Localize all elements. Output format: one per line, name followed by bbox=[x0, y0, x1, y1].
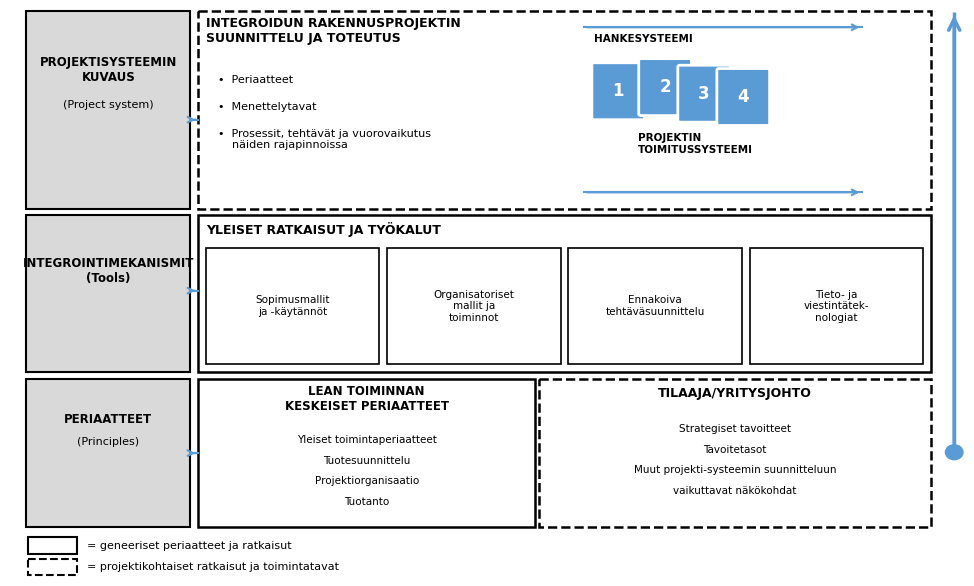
Text: Sopimusmallit
ja -käytännöt: Sopimusmallit ja -käytännöt bbox=[255, 295, 330, 317]
Text: 1: 1 bbox=[613, 82, 624, 100]
Bar bbox=[750, 248, 923, 364]
Text: Organisatoriset
mallit ja
toiminnot: Organisatoriset mallit ja toiminnot bbox=[433, 289, 514, 323]
FancyBboxPatch shape bbox=[717, 69, 769, 125]
Text: Tavoitetasot: Tavoitetasot bbox=[703, 445, 767, 455]
FancyBboxPatch shape bbox=[678, 65, 730, 122]
Text: PROJEKTISYSTEEMIN
KUVAUS: PROJEKTISYSTEEMIN KUVAUS bbox=[40, 56, 177, 84]
Bar bbox=[569, 248, 742, 364]
Text: Projektiorganisaatio: Projektiorganisaatio bbox=[315, 476, 419, 486]
Bar bbox=[199, 11, 931, 209]
Text: 3: 3 bbox=[698, 85, 710, 103]
Text: Tuotanto: Tuotanto bbox=[344, 497, 390, 507]
Text: HANKESYSTEEMI: HANKESYSTEEMI bbox=[594, 34, 693, 44]
Text: •  Prosessit, tehtävät ja vuorovaikutus
    näiden rajapinnoissa: • Prosessit, tehtävät ja vuorovaikutus n… bbox=[218, 129, 431, 151]
Bar bbox=[26, 11, 191, 209]
Text: Muut projekti-systeemin suunnitteluun: Muut projekti-systeemin suunnitteluun bbox=[634, 465, 837, 475]
Bar bbox=[199, 216, 931, 372]
Bar bbox=[28, 558, 77, 575]
Text: Yleiset toimintaperiaatteet: Yleiset toimintaperiaatteet bbox=[297, 435, 436, 445]
Text: (Principles): (Principles) bbox=[77, 437, 139, 447]
Text: LEAN TOIMINNAN
KESKEISET PERIAATTEET: LEAN TOIMINNAN KESKEISET PERIAATTEET bbox=[284, 386, 449, 414]
Text: INTEGROIDUN RAKENNUSPROJEKTIN
SUUNNITTELU JA TOTEUTUS: INTEGROIDUN RAKENNUSPROJEKTIN SUUNNITTEL… bbox=[206, 18, 461, 45]
Text: TILAAJA/YRITYSJOHTO: TILAAJA/YRITYSJOHTO bbox=[658, 387, 812, 400]
Text: Ennakoiva
tehtäväsuunnittelu: Ennakoiva tehtäväsuunnittelu bbox=[606, 295, 705, 317]
Text: vaikuttavat näkökohdat: vaikuttavat näkökohdat bbox=[673, 486, 797, 496]
Text: PERIAATTEET: PERIAATTEET bbox=[64, 414, 153, 427]
Bar bbox=[388, 248, 561, 364]
Bar bbox=[540, 379, 931, 527]
Bar bbox=[199, 379, 536, 527]
FancyBboxPatch shape bbox=[639, 59, 692, 115]
Text: YLEISET RATKAISUT JA TYÖKALUT: YLEISET RATKAISUT JA TYÖKALUT bbox=[206, 222, 441, 237]
Text: •  Menettelytavat: • Menettelytavat bbox=[218, 101, 317, 111]
Bar bbox=[26, 379, 191, 527]
Text: Strategiset tavoitteet: Strategiset tavoitteet bbox=[679, 424, 791, 434]
Text: •  Periaatteet: • Periaatteet bbox=[218, 75, 293, 85]
Text: 4: 4 bbox=[737, 88, 749, 106]
Text: Tieto- ja
viestintätek-
nologiat: Tieto- ja viestintätek- nologiat bbox=[804, 289, 869, 323]
Text: PROJEKTIN
TOIMITUSSYSTEEMI: PROJEKTIN TOIMITUSSYSTEEMI bbox=[638, 133, 753, 155]
Text: 2: 2 bbox=[659, 78, 671, 96]
Text: = geneeriset periaatteet ja ratkaisut: = geneeriset periaatteet ja ratkaisut bbox=[87, 540, 291, 550]
Text: Tuotesuunnittelu: Tuotesuunnittelu bbox=[323, 455, 410, 465]
Text: = projektikohtaiset ratkaisut ja toimintatavat: = projektikohtaiset ratkaisut ja toimint… bbox=[87, 562, 339, 572]
Bar bbox=[206, 248, 380, 364]
Bar bbox=[26, 216, 191, 372]
FancyBboxPatch shape bbox=[592, 63, 645, 120]
Circle shape bbox=[946, 445, 963, 459]
Text: INTEGROINTIMEKANISMIT
(Tools): INTEGROINTIMEKANISMIT (Tools) bbox=[22, 257, 194, 285]
Text: (Project system): (Project system) bbox=[63, 100, 154, 110]
Bar bbox=[28, 537, 77, 554]
